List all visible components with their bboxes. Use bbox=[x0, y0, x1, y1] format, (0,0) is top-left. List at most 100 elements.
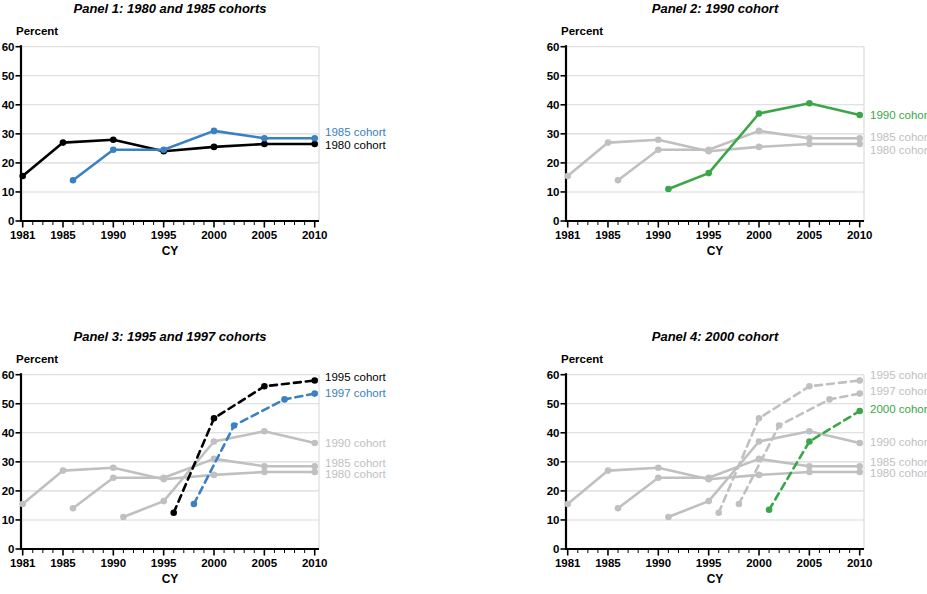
y-tick-label: 50 bbox=[547, 70, 560, 82]
y-tick-label: 0 bbox=[553, 215, 559, 227]
y-tick-label: 30 bbox=[547, 128, 560, 140]
y-tick-label: 60 bbox=[547, 41, 560, 53]
y-tick-label: 30 bbox=[2, 128, 15, 140]
y-axis-label: Percent bbox=[561, 25, 603, 37]
data-point-1980-cohort bbox=[110, 136, 117, 143]
x-axis-label: CY bbox=[0, 244, 340, 258]
x-tick-label: 1995 bbox=[151, 557, 177, 569]
cohort-label: 2000 cohort bbox=[870, 403, 927, 415]
y-tick-label: 40 bbox=[547, 99, 560, 111]
cohort-label: 1980 cohort bbox=[870, 144, 927, 156]
y-tick-label: 60 bbox=[2, 41, 15, 53]
data-point-1980-cohort bbox=[756, 472, 763, 479]
y-tick-label: 0 bbox=[8, 215, 14, 227]
y-tick-label: 10 bbox=[547, 186, 560, 198]
panel-title: Panel 2: 1990 cohort bbox=[545, 1, 885, 16]
x-tick-label: 1981 bbox=[555, 229, 581, 241]
data-point-1980-cohort bbox=[756, 144, 763, 151]
y-tick-label: 40 bbox=[2, 99, 15, 111]
x-tick-label: 1981 bbox=[10, 557, 36, 569]
cohort-label: 1980 cohort bbox=[325, 139, 387, 151]
data-point-1985-cohort bbox=[160, 147, 167, 154]
series-line-1980-cohort bbox=[568, 468, 860, 504]
y-axis-label: Percent bbox=[16, 25, 58, 37]
x-tick-label: 2010 bbox=[847, 557, 873, 569]
x-tick-label: 2000 bbox=[746, 229, 772, 241]
data-point-1990-cohort bbox=[705, 170, 712, 177]
data-point-1990-cohort bbox=[806, 428, 813, 435]
data-point-2000-cohort bbox=[806, 438, 813, 445]
data-point-1980-cohort bbox=[19, 501, 26, 508]
data-point-1997-cohort bbox=[281, 396, 288, 403]
x-tick-label: 1985 bbox=[50, 229, 76, 241]
x-tick-label: 2010 bbox=[302, 557, 328, 569]
data-point-1980-cohort bbox=[605, 467, 612, 474]
data-point-1985-cohort bbox=[261, 135, 268, 142]
panel-title: Panel 3: 1995 and 1997 cohorts bbox=[0, 329, 340, 344]
series-line-1997-cohort bbox=[194, 394, 315, 504]
chart-canvas: 0102030405060198119851990199520002005201… bbox=[0, 328, 384, 594]
data-point-1997-cohort bbox=[776, 422, 783, 429]
data-point-1995-cohort bbox=[311, 377, 318, 384]
data-point-1985-cohort bbox=[160, 475, 167, 482]
data-point-1995-cohort bbox=[170, 509, 177, 516]
data-point-1990-cohort bbox=[261, 428, 268, 435]
cohort-label: 1980 cohort bbox=[325, 468, 387, 480]
y-tick-label: 50 bbox=[2, 398, 15, 410]
data-point-1990-cohort bbox=[806, 100, 813, 107]
data-point-1985-cohort bbox=[655, 475, 662, 482]
data-point-1990-cohort bbox=[665, 186, 672, 193]
x-axis-label: CY bbox=[545, 244, 885, 258]
data-point-2000-cohort bbox=[766, 507, 773, 514]
series-line-1997-cohort bbox=[739, 394, 860, 504]
data-point-1990-cohort bbox=[311, 440, 318, 447]
data-point-1985-cohort bbox=[806, 135, 813, 142]
data-point-1997-cohort bbox=[826, 396, 833, 403]
x-tick-label: 2010 bbox=[302, 229, 328, 241]
y-tick-label: 20 bbox=[547, 157, 560, 169]
data-point-1985-cohort bbox=[615, 505, 622, 512]
data-point-1997-cohort bbox=[191, 501, 198, 508]
x-axis-label: CY bbox=[545, 572, 885, 586]
data-point-1980-cohort bbox=[564, 173, 571, 180]
data-point-1985-cohort bbox=[311, 463, 318, 470]
data-point-1997-cohort bbox=[311, 390, 318, 397]
y-tick-label: 20 bbox=[2, 157, 15, 169]
x-tick-label: 1990 bbox=[646, 557, 672, 569]
y-tick-label: 20 bbox=[547, 485, 560, 497]
data-point-1980-cohort bbox=[655, 136, 662, 143]
data-point-1990-cohort bbox=[756, 438, 763, 445]
data-point-1990-cohort bbox=[211, 438, 218, 445]
data-point-1990-cohort bbox=[856, 440, 863, 447]
x-tick-label: 2000 bbox=[746, 557, 772, 569]
data-point-1990-cohort bbox=[705, 498, 712, 505]
y-tick-label: 40 bbox=[547, 427, 560, 439]
data-point-1985-cohort bbox=[655, 147, 662, 154]
x-tick-label: 1990 bbox=[101, 229, 127, 241]
y-tick-label: 50 bbox=[2, 70, 15, 82]
data-point-1980-cohort bbox=[655, 464, 662, 471]
y-tick-label: 10 bbox=[547, 514, 560, 526]
data-point-1990-cohort bbox=[120, 514, 127, 521]
cohort-label: 1985 cohort bbox=[870, 131, 927, 143]
data-point-1995-cohort bbox=[806, 383, 813, 390]
cohort-label: 1990 cohort bbox=[870, 436, 927, 448]
x-tick-label: 1995 bbox=[696, 229, 722, 241]
data-point-1985-cohort bbox=[261, 463, 268, 470]
y-tick-label: 20 bbox=[2, 485, 15, 497]
data-point-1985-cohort bbox=[756, 128, 763, 135]
data-point-1980-cohort bbox=[311, 469, 318, 476]
cohort-label: 1990 cohort bbox=[325, 437, 387, 449]
cohort-label: 1990 cohort bbox=[870, 109, 927, 121]
cohort-label: 1985 cohort bbox=[325, 126, 387, 138]
y-tick-label: 10 bbox=[2, 514, 15, 526]
x-tick-label: 1985 bbox=[50, 557, 76, 569]
panel-4: 0102030405060198119851990199520002005201… bbox=[545, 328, 927, 594]
y-tick-label: 50 bbox=[547, 398, 560, 410]
data-point-1985-cohort bbox=[311, 135, 318, 142]
data-point-1980-cohort bbox=[60, 467, 67, 474]
data-point-1985-cohort bbox=[615, 177, 622, 184]
x-tick-label: 2005 bbox=[252, 557, 278, 569]
data-point-1980-cohort bbox=[564, 501, 571, 508]
cohort-label: 1995 cohort bbox=[870, 369, 927, 381]
